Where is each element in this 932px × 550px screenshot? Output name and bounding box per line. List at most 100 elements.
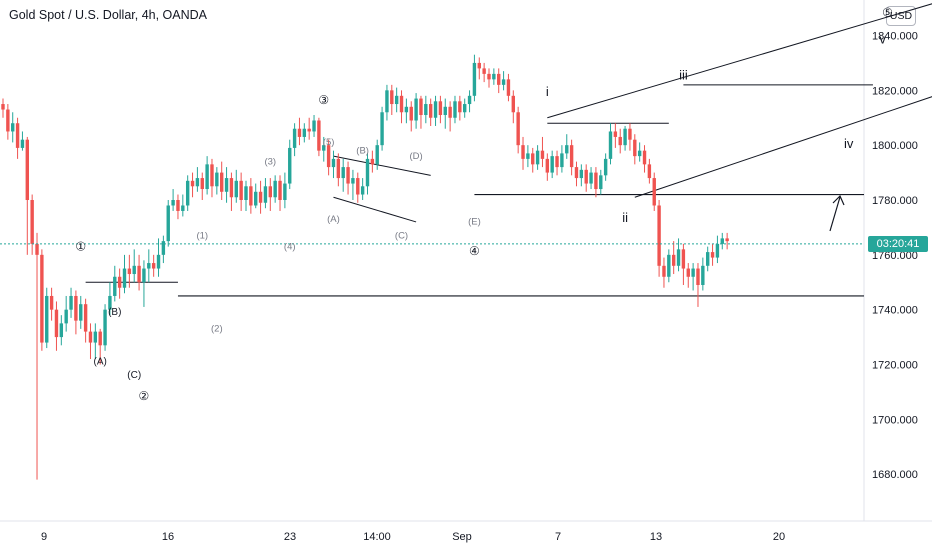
candle [608,123,613,165]
candle [331,150,336,179]
candle-body [273,180,277,198]
candle [618,128,622,154]
candle-body [419,98,423,116]
candle-body [351,178,355,184]
candle [545,153,550,181]
candle-body [511,95,515,113]
candle [74,290,78,335]
candle [351,169,355,201]
candle [307,117,311,140]
candle-body [603,158,608,176]
wave-labels: ① (B) (A) (C) ② (1) (2) (3) (4) ③ (5) (B) (D) (A) (C) (… [75,5,893,403]
candle [151,254,156,277]
candle [589,167,593,190]
candle [356,172,360,203]
candle [161,235,166,264]
candle-body [375,145,379,165]
candle [268,178,272,211]
candle-body [482,68,486,74]
candle [394,87,399,113]
candle-body [472,62,477,96]
wave-label: (B) [108,307,121,318]
candle-body [30,200,34,244]
time-tick-label: 7 [555,531,561,543]
candle-body [594,172,598,190]
candle [521,136,525,170]
candle [171,189,175,211]
price-tick-label: 1820.000 [872,85,918,97]
candle-body [652,178,656,206]
candle-body [477,62,481,69]
candle-body [171,200,175,206]
candle [229,172,234,211]
candle [6,104,10,140]
trendline [333,155,431,176]
wave-label: (4) [284,241,296,252]
candle [79,295,83,329]
candle-body [628,128,632,140]
wave-label: (A) [94,357,107,368]
candle [458,95,462,121]
time-tick-label: Sep [452,531,472,543]
candle-body [550,156,554,173]
time-tick-label: 9 [41,531,47,543]
candle [30,194,34,255]
candle [132,249,136,283]
candle [185,175,190,211]
candle-body [535,150,540,165]
candle-body [390,90,394,105]
candle-body [336,158,341,179]
candle-body [185,180,190,206]
candle-body [725,238,729,242]
candle [599,169,603,195]
candle-body [83,304,88,332]
candle [472,54,477,102]
candle-body [79,304,83,321]
candle-body [526,153,530,159]
candle-body [696,268,700,285]
candle [492,68,496,85]
candle-body [181,205,185,211]
candle-body [380,112,384,146]
candle-body [268,186,272,198]
candle-body [35,243,39,255]
candle-body [215,172,219,187]
symbol-title: Gold Spot / U.S. Dollar, 4h, OANDA [9,8,207,22]
candle [234,169,238,203]
candle-body [322,145,326,151]
candle [346,161,350,195]
candle [535,145,540,170]
candle-body [633,139,637,157]
candle-body [686,268,690,277]
candle [40,249,44,351]
price-tick-label: 1760.000 [872,250,918,262]
price-tick-label: 1680.000 [872,469,918,481]
candle-body [239,180,243,201]
candle [385,84,389,121]
candle [409,101,413,132]
candle [424,95,428,124]
price-tick-label: 1740.000 [872,305,918,317]
candle-body [54,309,59,338]
candle-body [574,167,579,179]
candle [302,123,307,143]
candle [497,68,501,94]
candle [443,98,447,129]
candle [1,98,5,118]
candle-body [657,205,661,266]
candle-body [137,265,141,283]
candle-body [497,73,501,85]
trendlines [85,3,932,283]
candle-body [501,79,506,85]
candle-body [161,241,166,255]
candle-body [6,109,10,132]
candle [113,265,117,302]
candle [166,200,170,247]
candle [560,145,564,173]
candle-body [681,249,686,269]
candle [64,295,68,332]
candle [701,257,705,291]
candle-body [385,90,389,113]
candle [404,98,409,124]
